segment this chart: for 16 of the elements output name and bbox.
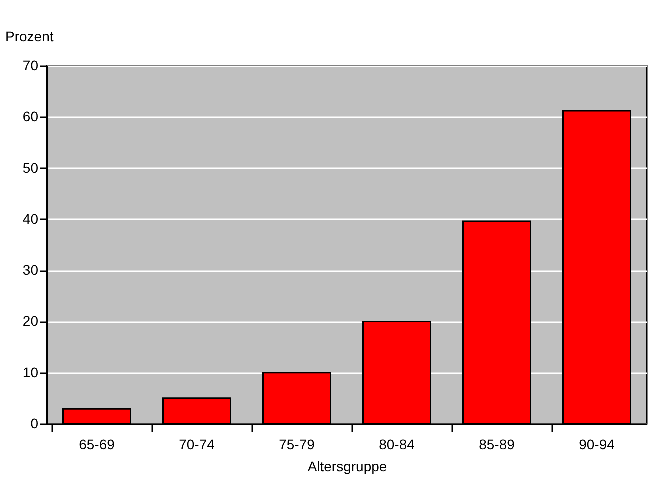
x-tick-label: 75-79 <box>279 436 316 452</box>
y-tick-label: 40 <box>22 210 39 227</box>
x-tick-label: 85-89 <box>479 436 516 452</box>
y-tick-label: 10 <box>22 364 39 380</box>
y-tick-label: 50 <box>22 160 39 176</box>
y-tick-label: 0 <box>30 416 39 432</box>
y-axis-title: Prozent <box>6 28 54 44</box>
y-tick-label: 70 <box>22 58 39 74</box>
x-tick-label: 90-94 <box>579 436 616 452</box>
y-tick-label: 30 <box>22 262 39 278</box>
y-tick-label: 60 <box>22 108 39 125</box>
x-axis-title: Altersgruppe <box>308 458 388 474</box>
x-tick-label: 65-69 <box>79 436 116 452</box>
x-tick-label: 70-74 <box>179 436 216 452</box>
y-tick-label: 20 <box>22 313 39 330</box>
x-tick-label: 80-84 <box>379 436 416 452</box>
